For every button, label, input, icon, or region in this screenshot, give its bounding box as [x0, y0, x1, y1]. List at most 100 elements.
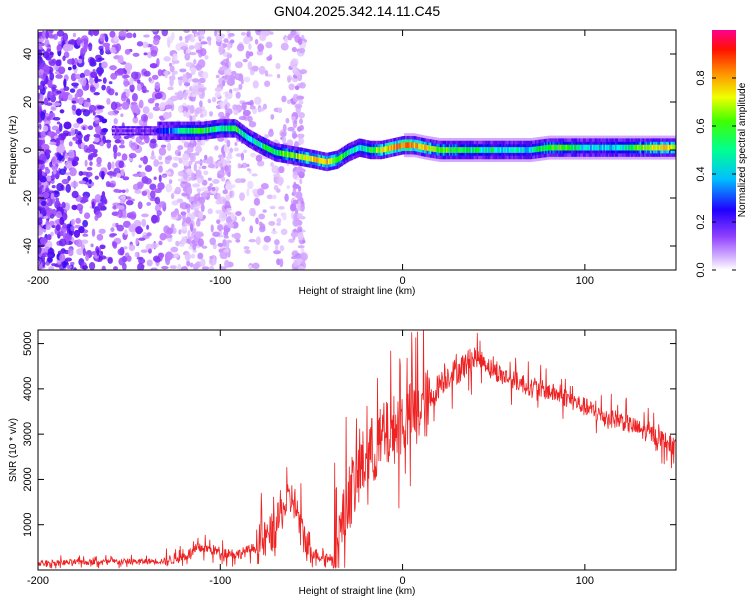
spectrogram-ridge-cell — [389, 145, 391, 152]
spectrogram-ridge-cell — [408, 142, 410, 149]
spectrogram-ridge-cell — [187, 127, 190, 134]
spectrogram-ridge-cell — [618, 144, 620, 151]
spectrogram-ridge-cell — [234, 125, 237, 132]
spectrogram-noise-cell — [136, 41, 144, 47]
spectrogram-noise-cell — [39, 84, 44, 90]
spectrogram-ridge-cell — [205, 127, 208, 134]
spectrogram-noise-cell — [173, 252, 180, 259]
spectrogram-noise-cell — [148, 77, 152, 82]
colorbar-tick-label: 0.8 — [695, 70, 707, 85]
spectrogram-noise-cell — [73, 229, 81, 238]
spectrogram-noise-cell — [132, 32, 137, 39]
spectrogram-noise-cell — [156, 210, 162, 216]
spectrogram-y-tick-label: -20 — [22, 190, 34, 206]
spectrogram-noise-cell — [82, 248, 86, 257]
spectrogram-noise-cell — [157, 182, 165, 191]
snr-x-tick-label: -200 — [27, 575, 49, 587]
spectrogram-noise-cell — [224, 92, 233, 100]
spectrogram-ridge-cell — [358, 144, 361, 151]
spectrogram-noise-cell — [84, 212, 91, 220]
spectrogram-noise-cell — [196, 90, 203, 96]
spectrogram-ridge-cell — [195, 127, 197, 134]
spectrogram-ridge — [112, 119, 676, 172]
spectrogram-noise-cell — [188, 160, 193, 166]
spectrogram-x-tick-label: 100 — [576, 275, 594, 287]
spectrogram-noise-cell — [65, 183, 71, 193]
spectrogram-noise-cell — [204, 154, 208, 160]
spectrogram-ridge-cell — [454, 147, 457, 153]
spectrogram-noise-cell — [206, 36, 212, 42]
spectrogram-noise-cell — [113, 118, 118, 125]
spectrogram-noise-cell — [147, 112, 154, 120]
spectrogram-noise-cell — [211, 186, 216, 192]
spectrogram-noise-cell — [69, 88, 76, 93]
spectrogram-ridge-cell — [631, 144, 633, 151]
spectrogram-noise-cell — [136, 83, 142, 92]
spectrogram-noise-cell — [110, 101, 118, 111]
spectrogram-ridge-cell — [135, 129, 138, 133]
spectrogram-noise-cell — [48, 51, 54, 56]
spectrogram-ridge-cell — [620, 144, 623, 151]
spectrogram-noise-cell — [200, 41, 208, 45]
spectrogram-noise-cell — [129, 77, 134, 86]
spectrogram-ridge-cell — [133, 129, 136, 133]
spectrogram-noise-cell — [154, 102, 160, 107]
spectrogram-ridge-cell — [161, 127, 164, 134]
spectrogram-ridge-cell — [603, 144, 606, 151]
spectrogram-noise-cell — [226, 222, 235, 229]
spectrogram-noise-cell — [287, 126, 295, 132]
spectrogram-noise-cell — [288, 83, 295, 91]
spectrogram-noise-cell — [58, 133, 66, 141]
spectrogram-noise-cell — [183, 110, 187, 117]
spectrogram-noise-cell — [99, 48, 104, 56]
spectrogram-ridge-cell — [116, 129, 119, 133]
spectrogram-ridge-cell — [397, 143, 400, 150]
spectrogram-noise-cell — [56, 30, 65, 37]
spectrogram-ridge-cell — [478, 147, 480, 153]
spectrogram-noise-cell — [124, 229, 128, 236]
spectrogram-noise-cell — [88, 77, 94, 85]
spectrogram-noise-cell — [223, 235, 229, 239]
spectrogram-noise-cell — [98, 255, 107, 260]
spectrogram-noise-cell — [215, 74, 220, 79]
spectrogram-ridge-cell — [200, 127, 203, 134]
spectrogram-noise-cell — [90, 243, 94, 248]
spectrogram-ridge-cell — [632, 144, 635, 151]
spectrogram-noise-cell — [233, 147, 239, 152]
snr-y-tick-label: 4000 — [22, 377, 34, 401]
spectrogram-noise-cell — [299, 124, 304, 131]
spectrogram-noise-cell — [134, 251, 138, 258]
spectrogram-noise-cell — [223, 74, 231, 81]
spectrogram-noise-cell — [99, 33, 106, 42]
spectrogram-noise-cell — [95, 125, 102, 134]
spectrogram-ridge-cell — [349, 148, 352, 155]
spectrogram-noise-cell — [182, 73, 188, 81]
spectrogram-ridge-cell — [373, 147, 375, 153]
spectrogram-noise-cell — [240, 78, 244, 85]
spectrogram-noise-cell — [193, 162, 197, 172]
spectrogram-ridge-cell — [545, 145, 547, 151]
spectrogram-ridge-cell — [141, 129, 143, 133]
spectrogram-ridge-cell — [152, 129, 155, 133]
spectrogram-ridge-cell — [122, 129, 125, 133]
spectrogram-noise-cell — [61, 201, 66, 209]
spectrogram-ridge-cell — [418, 143, 421, 150]
spectrogram-ridge-cell — [539, 145, 542, 152]
spectrogram-ridge-cell — [587, 144, 590, 151]
spectrogram-noise-cell — [227, 151, 232, 158]
spectrogram-noise-cell — [88, 144, 95, 153]
spectrogram-noise-cell — [158, 147, 167, 156]
spectrogram-noise-cell — [274, 239, 280, 246]
spectrogram-noise-cell — [290, 255, 298, 260]
spectrogram-noise-cell — [163, 111, 171, 120]
spectrogram-noise-cell — [284, 193, 289, 202]
spectrogram-noise-cell — [201, 266, 210, 270]
spectrogram-ridge-cell — [625, 144, 628, 151]
spectrogram-ridge-cell — [534, 146, 537, 153]
spectrogram-ridge-cell — [285, 151, 288, 158]
spectrogram-noise-cell — [98, 62, 102, 68]
spectrogram-noise-cell — [294, 85, 300, 91]
spectrogram-noise-cell — [276, 217, 282, 224]
spectrogram-ridge-cell — [584, 144, 587, 151]
spectrogram-noise-cell — [126, 255, 132, 262]
